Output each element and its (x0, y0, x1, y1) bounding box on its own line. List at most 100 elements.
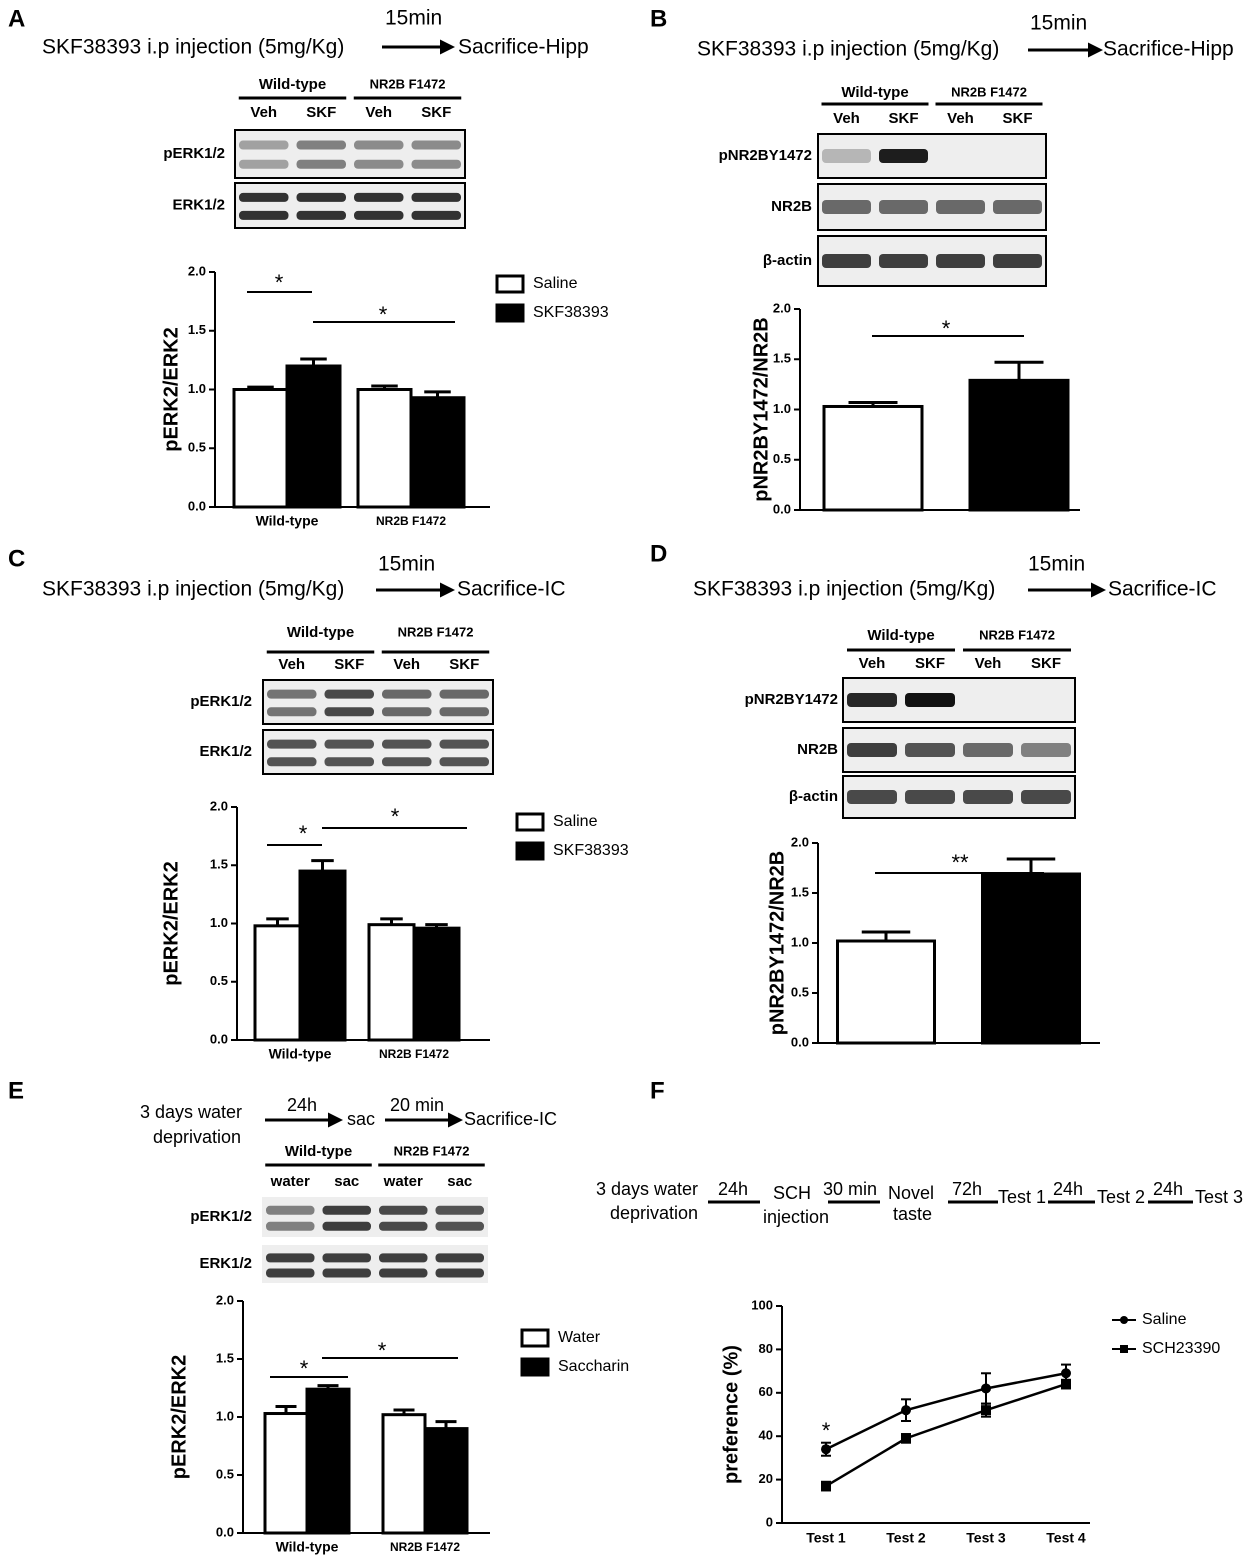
blot-band (382, 707, 432, 717)
protocol-text: Test 2 (1097, 1187, 1145, 1207)
blot-band (879, 149, 928, 163)
x-tick-label: NR2B F1472 (376, 514, 446, 528)
protocol-text: 72h (952, 1179, 982, 1199)
blot-band (296, 159, 346, 169)
legend-label: Water (558, 1329, 601, 1346)
blot-band (296, 140, 346, 150)
protocol-text: 30 min (823, 1179, 877, 1199)
protocol-text: deprivation (153, 1127, 241, 1147)
blot-band (267, 757, 317, 767)
blot-band (847, 743, 897, 757)
blot-lane-label: water (383, 1173, 423, 1190)
y-axis-label: pERK2/ERK2 (160, 861, 182, 985)
blot-band (439, 739, 489, 749)
y-tick-label: 1.0 (216, 1408, 234, 1423)
protocol-text: 15min (1028, 553, 1085, 576)
y-tick-label: 60 (759, 1384, 773, 1399)
y-tick-label: 0.5 (216, 1466, 234, 1481)
protocol-text: SKF38393 i.p injection (5mg/Kg) (697, 38, 999, 61)
y-tick-label: 0.5 (791, 984, 809, 999)
point (1061, 1368, 1071, 1379)
blot-group-label: Wild-type (867, 627, 934, 644)
protocol-text: 24h (287, 1095, 317, 1115)
blot-band (435, 1221, 484, 1231)
blot-band (266, 1205, 315, 1215)
legend-swatch (495, 303, 525, 323)
blot-band (822, 200, 871, 214)
legend-label: Saline (553, 813, 598, 830)
significance: * (379, 302, 388, 327)
y-tick-label: 0.5 (188, 440, 206, 455)
bar (232, 388, 289, 509)
protocol-text: deprivation (610, 1203, 698, 1223)
blot-band (239, 192, 289, 202)
blot-band (822, 254, 871, 268)
blot-band (266, 1253, 315, 1263)
blot-band (963, 743, 1013, 757)
bar (298, 869, 347, 1042)
y-tick-label: 1.5 (210, 857, 228, 872)
legend-label: SKF38393 (553, 842, 629, 859)
protocol-text: 24h (1153, 1179, 1183, 1199)
blot-panel (262, 1197, 488, 1237)
blot-band (267, 739, 317, 749)
protocol-text: SKF38393 i.p injection (5mg/Kg) (42, 578, 344, 601)
legend-marker (1120, 1345, 1128, 1353)
protocol-text: Sacrifice-IC (457, 578, 566, 601)
y-axis-label: preference (%) (720, 1345, 742, 1484)
x-tick-label: Test 2 (886, 1530, 926, 1546)
blot-row-label: pERK1/2 (163, 145, 225, 162)
blot-band (879, 200, 928, 214)
blot-band (324, 689, 374, 699)
x-tick-label: NR2B F1472 (390, 1540, 460, 1554)
blot-band (439, 757, 489, 767)
legend-label: SCH23390 (1142, 1340, 1220, 1357)
blot-band (936, 200, 985, 214)
protocol-text: 3 days water (140, 1102, 242, 1122)
blot-lane-label: Veh (975, 655, 1002, 672)
legend-swatch (520, 1357, 550, 1377)
blot-band (379, 1205, 428, 1215)
legend-swatch (520, 1328, 550, 1348)
blot-band (963, 790, 1013, 804)
bar (367, 923, 416, 1042)
blot-row-label: β-actin (789, 788, 838, 805)
blot-band (936, 254, 985, 268)
blot-lane-label: Veh (833, 110, 860, 127)
blot-band (239, 159, 289, 169)
protocol-text: taste (893, 1204, 932, 1224)
y-tick-label: 20 (759, 1471, 773, 1486)
blot-band (239, 140, 289, 150)
panel-letter: E (8, 1077, 24, 1104)
protocol-text: Sacrifice-Hipp (1103, 38, 1234, 61)
blot-band (354, 192, 404, 202)
blot-group-label: Wild-type (287, 624, 354, 641)
blot-group-label: Wild-type (841, 84, 908, 101)
blot-band (411, 192, 461, 202)
blot-lane-label: SKF (449, 656, 479, 673)
blot-row-label: ERK1/2 (199, 1255, 252, 1272)
y-tick-label: 1.5 (791, 884, 809, 899)
blot-row-label: pNR2BY1472 (719, 147, 812, 164)
blot-lane-label: SKF (306, 104, 336, 121)
blot-band (324, 757, 374, 767)
blot-band (322, 1205, 371, 1215)
blot-band (905, 743, 955, 757)
blot-group-label: NR2B F1472 (951, 84, 1027, 99)
blot-band (239, 210, 289, 220)
blot-row-label: NR2B (771, 198, 812, 215)
bar (836, 939, 936, 1045)
blot-group-label: NR2B F1472 (370, 76, 446, 91)
blot-band (267, 707, 317, 717)
blot-row-label: pERK1/2 (190, 693, 252, 710)
y-tick-label: 2.0 (791, 834, 809, 849)
y-tick-label: 2.0 (188, 263, 206, 278)
blot-lane-label: Veh (250, 104, 277, 121)
protocol-text: Sacrifice-IC (1108, 578, 1217, 601)
point (1061, 1379, 1071, 1390)
blot-group-label: NR2B F1472 (979, 627, 1055, 642)
blot-band (879, 254, 928, 268)
blot-group-label: Wild-type (285, 1143, 352, 1160)
y-axis-label: pNR2BY1472/NR2B (750, 317, 772, 502)
